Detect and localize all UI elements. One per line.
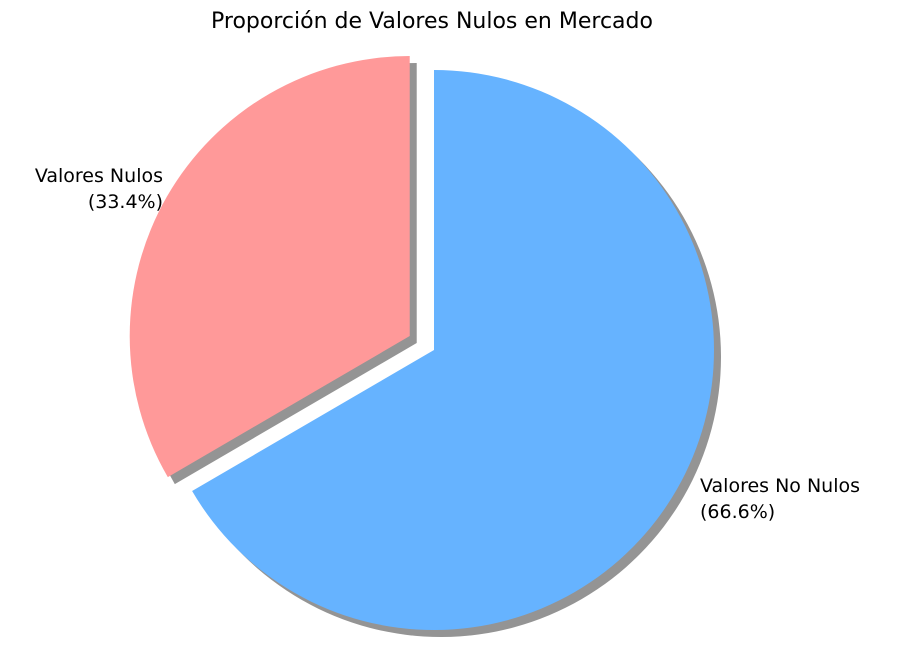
slice-label-valores-nulos: Valores Nulos [35,165,163,187]
slice-pct-valores-no-nulos: (66.6%) [700,501,775,523]
slice-valores-no-nulos [192,70,714,631]
slice-valores-nulos [129,56,410,478]
slice-pct-valores-nulos: (33.4%) [88,191,163,213]
slice-label-valores-no-nulos: Valores No Nulos [700,475,860,497]
chart-title: Proporción de Valores Nulos en Mercado [211,9,653,34]
